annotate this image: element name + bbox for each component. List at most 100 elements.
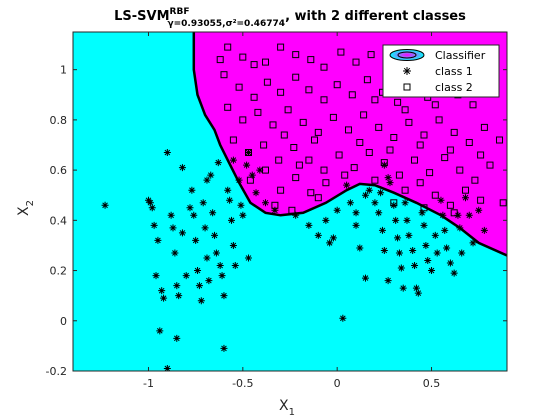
chart-title: LS-SVMRBF γ=0.93055,σ²=0.46774, with 2 di… [114, 7, 466, 29]
class2-point [220, 71, 228, 79]
class2-point [435, 116, 443, 124]
class1-point [352, 221, 360, 229]
class1-point [378, 226, 386, 234]
class1-point [443, 244, 451, 252]
y-tick-label: 0.4 [50, 214, 68, 227]
x-axis-label: X1 [279, 398, 295, 418]
class1-point [207, 171, 215, 179]
class2-point [239, 53, 247, 61]
class1-point [150, 221, 158, 229]
class2-point [431, 191, 439, 199]
class1-point [244, 254, 252, 262]
class1-point [228, 216, 236, 224]
class1-point [195, 282, 203, 290]
class2-point [246, 176, 254, 184]
class1-point [214, 159, 222, 167]
class1-point [305, 221, 313, 229]
class1-point [182, 272, 190, 280]
class1-point [201, 224, 209, 232]
class1-point [248, 171, 256, 179]
class1-point [326, 239, 334, 247]
class2-point [352, 58, 360, 66]
legend-star-glyph [403, 67, 411, 75]
class1-point [390, 201, 398, 209]
class1-point [380, 246, 388, 254]
class2-point [390, 199, 398, 207]
x-axis-label-sub: 1 [289, 407, 295, 418]
class1-point [314, 231, 322, 239]
class1-point [209, 209, 217, 217]
axes-box [72, 31, 508, 372]
class2-point [471, 176, 479, 184]
class1-point [194, 267, 202, 275]
class2-point [329, 113, 337, 121]
class2-point [269, 121, 277, 129]
class2-point [305, 86, 313, 94]
class1-point [163, 364, 171, 371]
class2-point [295, 161, 303, 169]
y-tick-label: 0 [60, 315, 67, 328]
class2-point [371, 176, 379, 184]
class2-point [263, 78, 271, 86]
class2-point [395, 171, 403, 179]
class2-point [239, 116, 247, 124]
class1-point [386, 179, 394, 187]
x-tick-label: -1 [143, 377, 154, 390]
class2-point [477, 151, 485, 159]
class1-point [292, 211, 300, 219]
legend-class2-marker [403, 83, 411, 91]
class2-point [450, 128, 458, 136]
class2-point [320, 166, 328, 174]
class1-point [450, 269, 458, 277]
class1-point [205, 277, 213, 285]
class1-point [431, 231, 439, 239]
class2-point [426, 169, 434, 177]
class1-point [239, 211, 247, 219]
class2-point [311, 136, 318, 144]
class1-point [224, 186, 232, 194]
class1-point [171, 249, 179, 257]
class1-point [158, 287, 166, 295]
y-tick-label: 0.6 [50, 164, 68, 177]
decision-boundary [192, 32, 507, 257]
class1-point [428, 267, 436, 275]
class2-point [260, 141, 268, 149]
legend-label-class2: class 2 [435, 81, 473, 94]
class2-point [292, 174, 300, 182]
class1-point [395, 249, 403, 257]
class1-point [101, 201, 109, 209]
class1-point [411, 262, 419, 270]
class1-point [169, 224, 177, 232]
class1-point [148, 204, 156, 212]
class1-point [458, 249, 466, 257]
y-tick-label: 1 [60, 64, 67, 77]
class1-point [160, 294, 168, 302]
class1-point [237, 201, 245, 209]
class2-point [322, 179, 330, 187]
y-axis-label: X2 [16, 200, 36, 216]
x-tick-label: 0 [334, 377, 341, 390]
class1-point [261, 199, 269, 207]
class1-point [199, 199, 207, 207]
ticks-layer: -1 -0.5 0 0.5 -0.2 0 0.2 0.4 0.6 0.8 1 [46, 32, 507, 390]
class1-point [211, 231, 219, 239]
class1-point [446, 259, 454, 267]
class1-point [361, 274, 369, 282]
legend-classifier-swatch-inner [397, 51, 417, 59]
class2-point [235, 83, 243, 91]
class1-point [226, 196, 234, 204]
class2-point [365, 149, 373, 156]
legend-label-class1: class 1 [435, 65, 473, 78]
class1-point [256, 166, 264, 174]
class2-point [416, 179, 424, 187]
class2-point [262, 166, 269, 174]
class1-point [475, 206, 483, 214]
legend-label-classifier: Classifier [435, 49, 486, 62]
class2-point [216, 56, 224, 64]
class1-point [156, 327, 164, 335]
class1-point [422, 241, 430, 249]
class2-point [496, 136, 503, 144]
class2-point [320, 96, 328, 104]
class2-point [450, 209, 458, 217]
